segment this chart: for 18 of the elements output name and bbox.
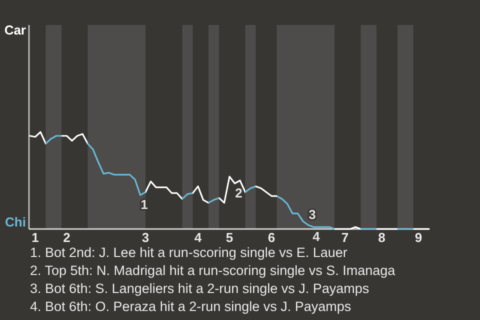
x-tick-label: 8 — [378, 230, 386, 245]
annotation: 2 — [235, 185, 242, 200]
x-tick-label: 1 — [32, 230, 39, 245]
x-tick-label: 3 — [142, 230, 150, 245]
text: Car — [4, 22, 26, 38]
x-tick-label: 6 — [268, 230, 276, 245]
text: Chi — [5, 214, 26, 230]
x-tick-label: 4 — [194, 230, 202, 245]
text: 1. Bot 2nd: J. Lee hit a run-scoring single vs E. Lauer — [30, 245, 348, 260]
x-tick-label: 7 — [341, 230, 349, 245]
text: 3. Bot 6th: S. Langeliers hit a 2-run single vs J. Payamps — [30, 281, 370, 296]
x-tick-label: 2 — [63, 230, 70, 245]
x-tick-label: 5 — [226, 230, 234, 245]
annotation: 1 — [140, 197, 148, 212]
x-tick-label: 9 — [414, 230, 422, 245]
annotation: 3 — [308, 207, 316, 222]
text: 2. Top 5th: N. Madrigal hit a run-scoring single vs S. Imanaga — [30, 263, 396, 278]
text: 4. Bot 6th: O. Peraza hit a 2-run single vs J. Payamps — [30, 299, 352, 314]
